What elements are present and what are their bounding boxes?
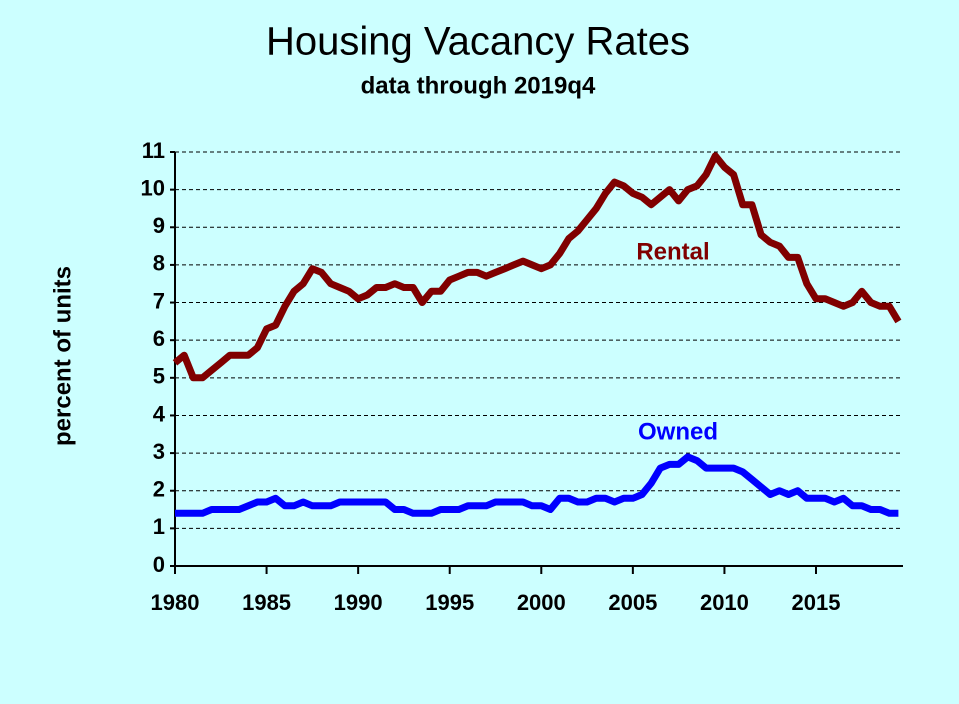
y-tick-label: 11 bbox=[142, 138, 165, 163]
y-tick-label: 7 bbox=[153, 288, 165, 313]
chart-subtitle: data through 2019q4 bbox=[361, 72, 596, 99]
y-tick-label: 1 bbox=[153, 514, 165, 539]
x-tick-label: 2015 bbox=[792, 590, 841, 615]
x-tick-label: 1995 bbox=[425, 590, 474, 615]
x-tick-label: 1980 bbox=[151, 590, 200, 615]
x-tick-label: 2000 bbox=[517, 590, 566, 615]
y-tick-label: 8 bbox=[153, 251, 165, 276]
y-tick-label: 10 bbox=[141, 175, 165, 200]
y-tick-label: 9 bbox=[153, 213, 165, 238]
y-tick-label: 6 bbox=[153, 326, 165, 351]
x-tick-label: 1985 bbox=[242, 590, 291, 615]
series-line bbox=[175, 453, 899, 517]
chart-title: Housing Vacancy Rates bbox=[266, 20, 690, 64]
y-tick-label: 0 bbox=[153, 552, 165, 577]
series-label: Owned bbox=[638, 418, 718, 445]
x-tick-label: 2005 bbox=[608, 590, 657, 615]
x-tick-label: 1990 bbox=[334, 590, 383, 615]
series-label: Rental bbox=[636, 238, 709, 265]
y-tick-label: 3 bbox=[153, 439, 165, 464]
y-tick-label: 4 bbox=[153, 401, 166, 426]
x-tick-label: 2010 bbox=[700, 590, 749, 615]
y-axis-label: percent of units bbox=[49, 266, 76, 446]
series-line bbox=[172, 152, 902, 382]
y-tick-label: 2 bbox=[153, 477, 165, 502]
y-tick-label: 5 bbox=[153, 364, 165, 389]
